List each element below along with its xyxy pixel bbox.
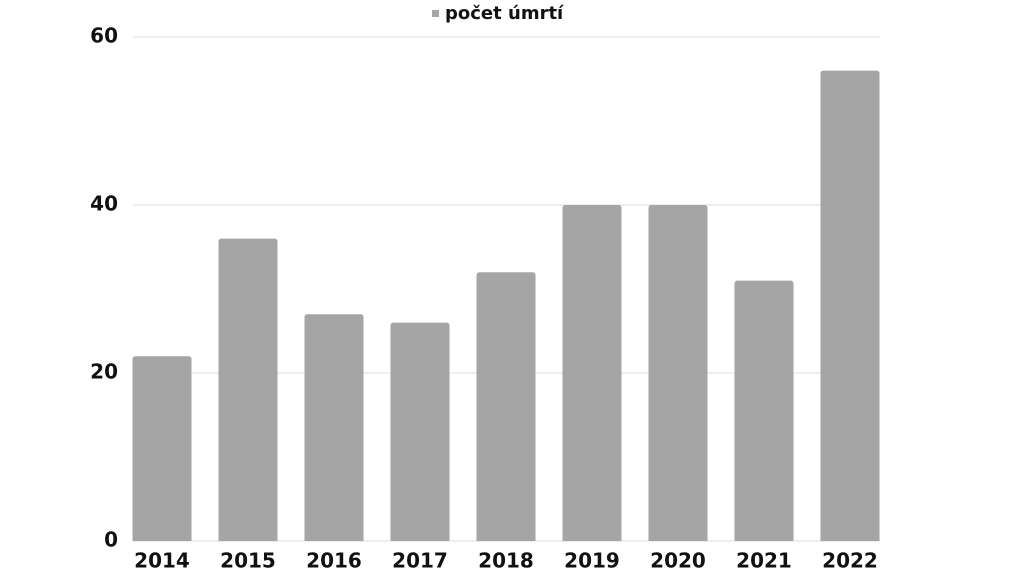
legend-swatch [432,10,439,17]
bar [132,356,192,541]
legend-label: počet úmrtí [445,3,564,24]
bar [648,205,708,541]
y-tick-label: 60 [90,24,118,48]
x-tick-label: 2014 [134,549,190,573]
bar [390,322,450,541]
x-tick-label: 2021 [736,549,792,573]
x-tick-label: 2022 [822,549,878,573]
x-tick-label: 2015 [220,549,276,573]
y-tick-label: 40 [90,192,118,216]
bar [734,280,794,541]
bar [476,272,536,541]
y-tick-label: 20 [90,360,118,384]
x-tick-label: 2017 [392,549,448,573]
bar [218,238,278,541]
bar [304,314,364,541]
bar [562,205,622,541]
x-tick-label: 2016 [306,549,362,573]
x-tick-label: 2019 [564,549,620,573]
y-tick-label: 0 [104,528,118,552]
x-tick-label: 2018 [478,549,534,573]
bar [820,70,880,541]
x-tick-label: 2020 [650,549,706,573]
